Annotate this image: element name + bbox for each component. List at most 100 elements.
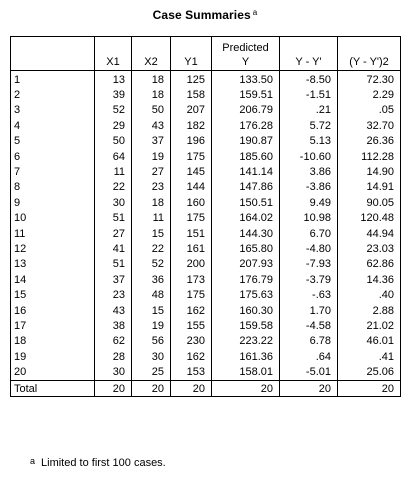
total-cell-x1: 20 [94,379,132,398]
cell-x1: 28 [94,349,132,365]
cell-predicted-y: 159.51 [211,87,280,103]
cell-case: 18 [10,333,95,350]
table-row: 7 11 27 145 141.14 3.86 14.90 [10,164,401,180]
cell-case: 15 [10,287,95,303]
cell-predicted-y: 223.22 [211,333,280,350]
cell-x2: 30 [131,349,171,365]
cell-y1: 144 [170,179,212,196]
cell-y1: 162 [170,302,212,319]
table-row: 19 28 30 162 161.36.64.41 [10,349,401,365]
cell-case: 7 [10,164,95,180]
cell-x1: 30 [94,364,132,381]
cell-residual-squared: 2.29 [337,87,401,103]
cell-predicted-y: 150.51 [211,195,280,211]
cell-x2: 27 [131,164,171,180]
table-row: 20 30 25 153 158.01 -5.01 25.06 [10,364,401,381]
cell-x2: 18 [131,87,171,103]
cell-residual: 10.98 [279,210,338,226]
cell-predicted-y: 190.87 [211,133,280,149]
cell-predicted-y: 144.30 [211,225,280,242]
cell-x1: 64 [94,148,132,165]
cell-residual: 9.49 [279,195,338,211]
cell-x1: 43 [94,302,132,319]
cell-x2: 15 [131,225,171,242]
cell-x2: 23 [131,179,171,196]
table-row: 3 52 50 207 206.79.21.05 [10,102,401,119]
table-row: 16 43 15 162 160.30 1.70 2.88 [10,302,401,319]
cell-y1: 200 [170,256,212,273]
cell-y1: 145 [170,164,212,180]
cell-residual-squared: 14.36 [337,272,401,288]
cell-predicted-y: 141.14 [211,164,280,180]
cell-y1: 161 [170,241,212,257]
case-summaries-table: X1 X2 Y1 Predicted Y Y - Y' (Y - Y')2 1 1 3… [10,36,401,398]
cell-x2: 25 [131,364,171,381]
cell-residual-squared: 26.36 [337,133,401,149]
header-cell-case [10,36,95,71]
cell-residual: -5.01 [279,364,338,381]
cell-residual-squared: 72.30 [337,70,401,88]
cell-y1: 160 [170,195,212,211]
cell-x1: 50 [94,133,132,149]
cell-case: 14 [10,272,95,288]
cell-case: 10 [10,210,95,226]
cell-predicted-y: 158.01 [211,364,280,381]
cell-x1: 51 [94,256,132,273]
header-cell-x1: X1 [94,36,132,71]
cell-residual-squared: 14.90 [337,164,401,180]
cell-x2: 50 [131,102,171,119]
cell-y1: 175 [170,148,212,165]
cell-x2: 18 [131,70,171,88]
table-row: 10 51 11 175 164.02 10.98 120.48 [10,210,401,226]
cell-x1: 30 [94,195,132,211]
cell-y1: 196 [170,133,212,149]
cell-x1: 39 [94,87,132,103]
cell-case: 16 [10,302,95,319]
cell-predicted-y: 133.50 [211,70,280,88]
cell-residual: -1.51 [279,87,338,103]
cell-case: 6 [10,148,95,165]
cell-case: 5 [10,133,95,149]
cell-predicted-y: 176.28 [211,118,280,134]
total-cell-predicted-y: 20 [211,379,280,398]
header-row: X1 X2 Y1 Predicted Y Y - Y' (Y - Y')2 [10,36,401,71]
cell-x1: 11 [94,164,132,180]
table-title-text: Case Summaries [152,8,251,22]
table-row: 4 29 43 182 176.28 5.72 32.70 [10,118,401,134]
cell-x2: 22 [131,241,171,257]
cell-predicted-y: 165.80 [211,241,280,257]
cell-x1: 27 [94,225,132,242]
header-cell-residual: Y - Y' [279,36,338,71]
cell-x1: 37 [94,272,132,288]
cell-residual-squared: 2.88 [337,302,401,319]
cell-predicted-y: 176.79 [211,272,280,288]
table-row: 12 41 22 161 165.80 -4.80 23.03 [10,241,401,257]
cell-residual: -10.60 [279,148,338,165]
table-row: 15 23 48 175 175.63 -.63.40 [10,287,401,303]
cell-y1: 182 [170,118,212,134]
table-title: Case Summaries a [0,8,410,22]
cell-residual: -4.58 [279,318,338,334]
cell-case: 2 [10,87,95,103]
cell-x1: 22 [94,179,132,196]
cell-case: 17 [10,318,95,334]
cell-residual: -3.86 [279,179,338,196]
header-cell-predicted-y: Predicted Y [211,36,280,71]
cell-y1: 230 [170,333,212,350]
cell-residual: -4.80 [279,241,338,257]
cell-x2: 48 [131,287,171,303]
cell-predicted-y: 175.63 [211,287,280,303]
cell-residual-squared: 46.01 [337,333,401,350]
cell-residual: 5.72 [279,118,338,134]
cell-x1: 13 [94,70,132,88]
cell-residual: -3.79 [279,272,338,288]
cell-y1: 158 [170,87,212,103]
cell-residual: 3.86 [279,164,338,180]
cell-residual: -.63 [279,287,338,303]
cell-y1: 175 [170,210,212,226]
cell-x2: 52 [131,256,171,273]
cell-y1: 125 [170,70,212,88]
cell-x2: 36 [131,272,171,288]
cell-predicted-y: 206.79 [211,102,280,119]
cell-case: 8 [10,179,95,196]
